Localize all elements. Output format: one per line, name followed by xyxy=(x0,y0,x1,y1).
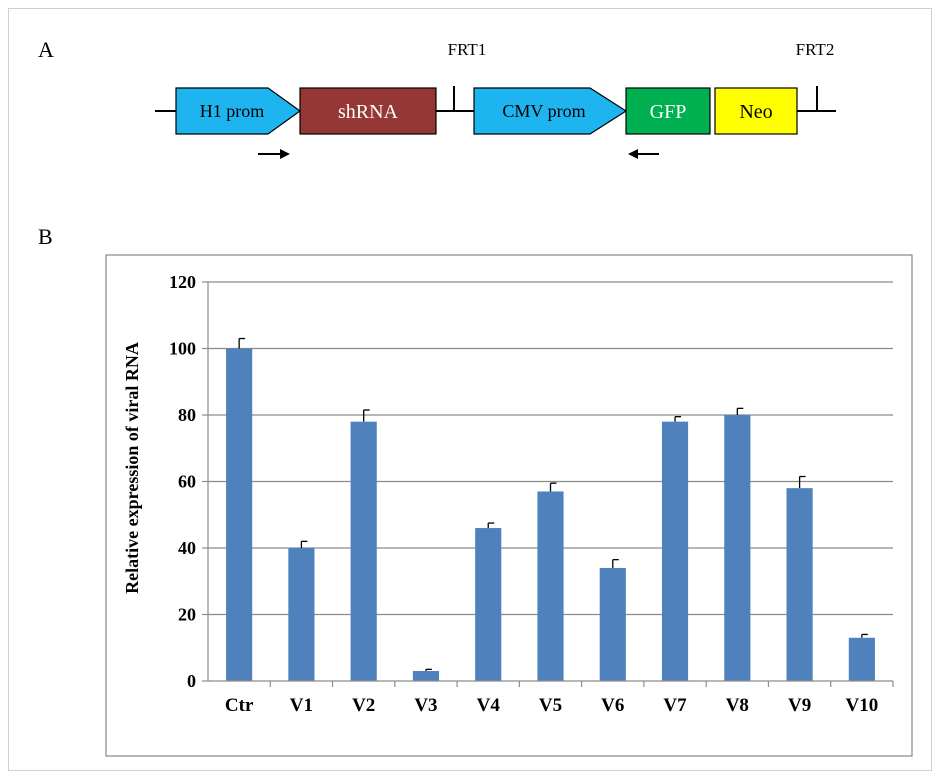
bar-ctr xyxy=(226,348,253,681)
bar-v1 xyxy=(288,548,315,681)
bar-v7 xyxy=(661,421,689,681)
bar-v9 xyxy=(786,488,813,681)
x-tick-label: V10 xyxy=(845,695,878,716)
x-tick-label: V4 xyxy=(477,695,501,716)
axes: 0 20 40 60 80 100 120 Ctr V1 V2 V3 V4 V5 V6 V7 V8 V9 V10 xyxy=(169,272,894,716)
x-tick-label: V5 xyxy=(539,695,562,716)
bar-v5 xyxy=(537,491,564,681)
x-tick-label: V8 xyxy=(726,695,749,716)
y-tick-label: 20 xyxy=(178,605,196,625)
frt1-label: FRT1 xyxy=(448,40,487,59)
x-tick-label: Ctr xyxy=(225,695,254,716)
frt2-label: FRT2 xyxy=(796,40,835,59)
neo-box xyxy=(714,87,798,135)
figure-frame xyxy=(8,8,932,771)
bar-v6 xyxy=(599,567,626,681)
cmv-promoter-arrow xyxy=(473,87,628,135)
x-tick-label: V1 xyxy=(290,695,313,716)
y-tick-label: 40 xyxy=(178,538,196,558)
bars xyxy=(226,337,875,681)
bar-v4 xyxy=(475,528,502,681)
gfp-box xyxy=(625,87,711,135)
h1-promoter-label: H1 prom xyxy=(200,101,265,121)
neo-label: Neo xyxy=(739,101,772,123)
construct-diagram: FRT1 FRT2 H1 prom shRNA CMV prom GFP Neo xyxy=(155,40,836,159)
x-tick-label: V2 xyxy=(352,695,375,716)
bar-v2 xyxy=(350,421,377,681)
y-tick-label: 100 xyxy=(169,339,196,359)
forward-primer-arrow xyxy=(258,149,290,159)
x-tick-label: V7 xyxy=(663,695,687,716)
h1-promoter-arrow xyxy=(175,87,302,135)
y-tick-label: 60 xyxy=(178,472,196,492)
bar-v8 xyxy=(724,415,751,681)
panel-b-label: B xyxy=(38,224,53,249)
bar-v10 xyxy=(848,637,875,681)
panel-a-label: A xyxy=(38,37,54,62)
x-tick-label: V3 xyxy=(414,695,437,716)
x-tick-label: V6 xyxy=(601,695,624,716)
y-axis-label: Relative expression of viral RNA xyxy=(122,342,142,594)
gfp-label: GFP xyxy=(650,101,687,123)
y-tick-label: 0 xyxy=(187,671,196,691)
x-tick-label: V9 xyxy=(788,695,811,716)
shrna-label: shRNA xyxy=(338,101,399,123)
cmv-promoter-label: CMV prom xyxy=(502,101,585,121)
bar-v3 xyxy=(412,671,440,681)
y-tick-label: 80 xyxy=(178,405,196,425)
shrna-box xyxy=(299,87,437,135)
reverse-primer-arrow xyxy=(628,149,659,159)
y-tick-label: 120 xyxy=(169,272,196,292)
